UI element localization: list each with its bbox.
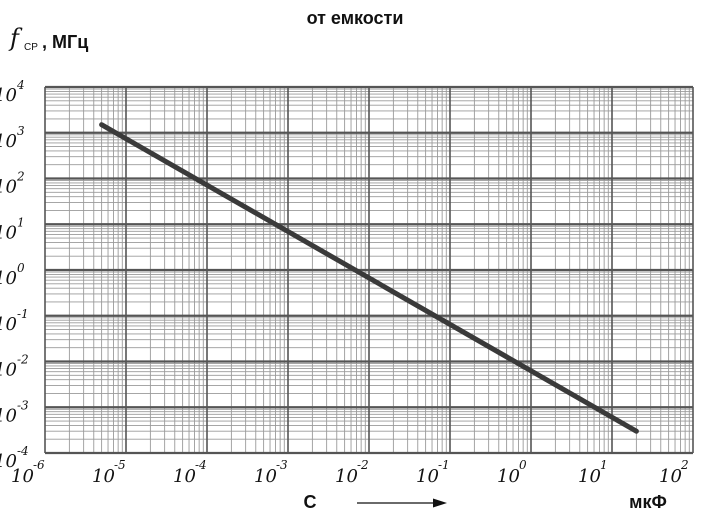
x-axis-unit: мкФ	[629, 492, 667, 512]
y-axis-subscript: СР	[24, 42, 38, 53]
x-tick-label: 10-3	[254, 458, 288, 487]
x-tick-base: 10	[578, 466, 601, 487]
x-tick-exponent: 1	[600, 458, 608, 472]
y-tick-exponent: 4	[16, 78, 25, 92]
y-tick-exponent: 0	[17, 261, 25, 275]
y-tick-label: 10-4	[0, 444, 29, 472]
chart-title: от емкости	[307, 8, 404, 28]
y-tick-exponent: -4	[17, 444, 29, 458]
x-tick-label: 10-5	[92, 458, 126, 487]
x-tick-exponent: -3	[276, 458, 288, 472]
x-axis-arrow	[357, 498, 447, 508]
y-tick-exponent: -3	[17, 398, 29, 412]
x-tick-exponent: -5	[114, 458, 126, 472]
x-tick-label: 101	[578, 458, 608, 487]
y-tick-base: 10	[0, 222, 17, 243]
y-tick-label: 102	[0, 170, 25, 198]
y-tick-label: 10-1	[0, 307, 29, 335]
series-line	[99, 122, 639, 434]
x-tick-base: 10	[173, 466, 196, 487]
x-tick-exponent: -6	[33, 458, 45, 472]
x-tick-exponent: -2	[357, 458, 369, 472]
x-tick-label: 10-6	[11, 458, 45, 487]
x-tick-label: 100	[497, 458, 527, 487]
y-tick-label: 100	[0, 261, 25, 289]
x-tick-exponent: -4	[195, 458, 207, 472]
y-tick-exponent: -2	[17, 353, 29, 367]
y-axis-unit: , МГц	[42, 32, 88, 52]
y-axis-symbol: f	[8, 24, 23, 52]
x-tick-base: 10	[497, 466, 520, 487]
y-tick-base: 10	[0, 405, 17, 426]
y-tick-base: 10	[0, 314, 17, 335]
x-tick-exponent: 2	[680, 458, 689, 472]
x-tick-base: 10	[659, 466, 682, 487]
x-tick-base: 10	[254, 466, 277, 487]
y-tick-label: 101	[0, 215, 25, 243]
y-tick-base: 10	[0, 177, 17, 198]
series-layer	[99, 122, 639, 434]
y-tick-labels: 10410310210110010-110-210-310-4	[0, 78, 29, 472]
y-tick-label: 10-2	[0, 353, 29, 381]
y-tick-base: 10	[0, 268, 17, 289]
x-tick-label: 10-4	[173, 458, 207, 487]
y-tick-exponent: 1	[17, 215, 25, 229]
y-axis-label: f СР , МГц	[8, 24, 88, 53]
y-tick-exponent: 3	[17, 124, 25, 138]
x-tick-exponent: -1	[438, 458, 450, 472]
x-tick-base: 10	[416, 466, 439, 487]
x-tick-base: 10	[11, 466, 34, 487]
x-tick-base: 10	[92, 466, 115, 487]
x-axis-label: С	[304, 492, 317, 512]
y-tick-base: 10	[0, 85, 17, 106]
y-tick-base: 10	[0, 451, 17, 472]
x-tick-label: 10-2	[335, 458, 369, 487]
y-tick-label: 103	[0, 124, 25, 152]
y-tick-base: 10	[0, 131, 17, 152]
y-tick-exponent: -1	[17, 307, 29, 321]
y-tick-label: 10-3	[0, 398, 29, 426]
x-tick-label: 10-1	[416, 458, 450, 487]
grid-major	[44, 85, 694, 455]
y-tick-exponent: 2	[16, 170, 25, 184]
y-tick-label: 104	[0, 78, 25, 106]
x-tick-exponent: 0	[519, 458, 527, 472]
x-tick-label: 102	[659, 458, 689, 487]
y-tick-base: 10	[0, 360, 17, 381]
x-tick-base: 10	[335, 466, 358, 487]
